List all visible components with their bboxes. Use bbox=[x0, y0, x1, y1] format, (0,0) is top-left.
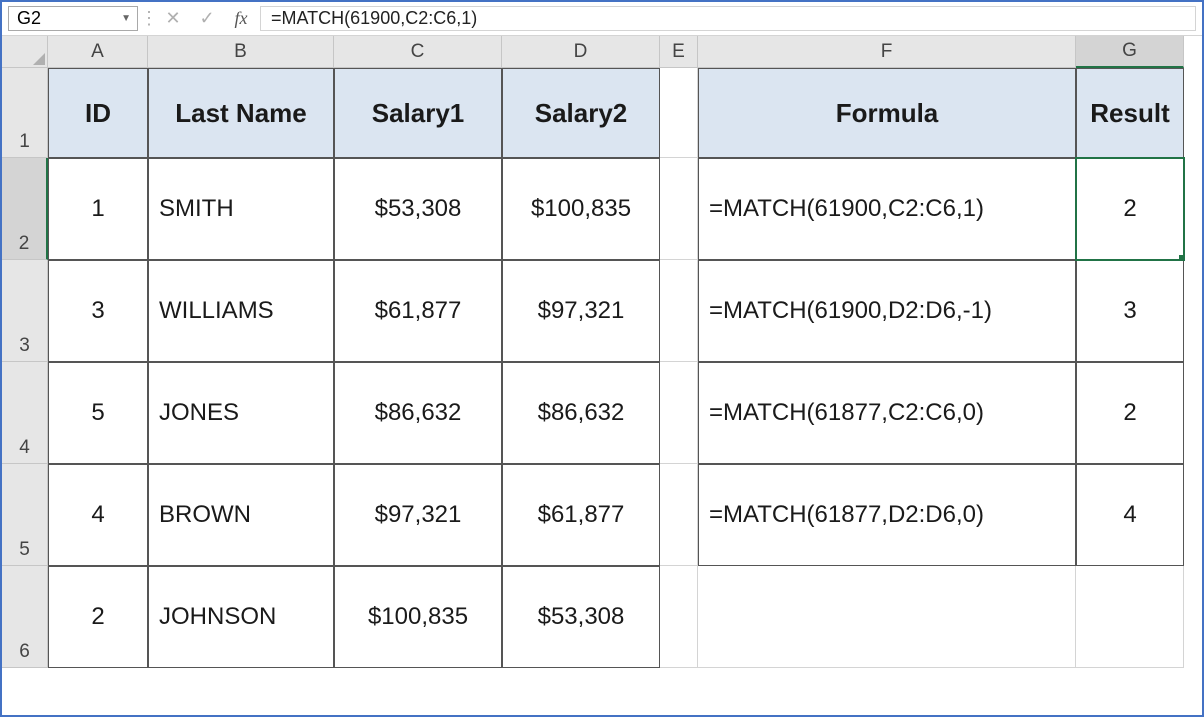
cell-E5[interactable] bbox=[660, 464, 698, 566]
cell-D1[interactable]: Salary2 bbox=[502, 68, 660, 158]
cancel-icon[interactable]: ✕ bbox=[156, 2, 190, 35]
cell-G1[interactable]: Result bbox=[1076, 68, 1184, 158]
cell-A6[interactable]: 2 bbox=[48, 566, 148, 668]
cell-D4[interactable]: $86,632 bbox=[502, 362, 660, 464]
col-header-G[interactable]: G bbox=[1076, 36, 1184, 68]
formula-bar: G2 ▼ ⋮ ✕ ✓ fx =MATCH(61900,C2:C6,1) bbox=[2, 2, 1202, 36]
cell-E6[interactable] bbox=[660, 566, 698, 668]
cell-B6[interactable]: JOHNSON bbox=[148, 566, 334, 668]
cell-D3[interactable]: $97,321 bbox=[502, 260, 660, 362]
cell-F3[interactable]: =MATCH(61900,D2:D6,-1) bbox=[698, 260, 1076, 362]
cell-C1[interactable]: Salary1 bbox=[334, 68, 502, 158]
cell-C3[interactable]: $61,877 bbox=[334, 260, 502, 362]
cell-B1[interactable]: Last Name bbox=[148, 68, 334, 158]
cell-E4[interactable] bbox=[660, 362, 698, 464]
col-header-E[interactable]: E bbox=[660, 36, 698, 68]
name-box-value: G2 bbox=[17, 8, 41, 29]
formula-text: =MATCH(61900,C2:C6,1) bbox=[271, 8, 477, 29]
cell-A1[interactable]: ID bbox=[48, 68, 148, 158]
cell-D2[interactable]: $100,835 bbox=[502, 158, 660, 260]
spreadsheet-grid: A B C D E F G 1 ID Last Name Salary1 Sal… bbox=[2, 36, 1202, 668]
formula-bar-separator: ⋮ bbox=[142, 2, 156, 35]
col-header-D[interactable]: D bbox=[502, 36, 660, 68]
formula-input[interactable]: =MATCH(61900,C2:C6,1) bbox=[260, 6, 1196, 31]
select-all-corner[interactable] bbox=[2, 36, 48, 68]
cell-B4[interactable]: JONES bbox=[148, 362, 334, 464]
cell-A3[interactable]: 3 bbox=[48, 260, 148, 362]
col-header-B[interactable]: B bbox=[148, 36, 334, 68]
cell-B3[interactable]: WILLIAMS bbox=[148, 260, 334, 362]
cell-F4[interactable]: =MATCH(61877,C2:C6,0) bbox=[698, 362, 1076, 464]
fx-icon[interactable]: fx bbox=[224, 2, 258, 35]
name-box-dropdown-icon[interactable]: ▼ bbox=[121, 13, 131, 24]
cell-F2[interactable]: =MATCH(61900,C2:C6,1) bbox=[698, 158, 1076, 260]
cell-G4[interactable]: 2 bbox=[1076, 362, 1184, 464]
cell-D6[interactable]: $53,308 bbox=[502, 566, 660, 668]
cell-B5[interactable]: BROWN bbox=[148, 464, 334, 566]
cell-C5[interactable]: $97,321 bbox=[334, 464, 502, 566]
cell-F6[interactable] bbox=[698, 566, 1076, 668]
name-box[interactable]: G2 ▼ bbox=[8, 6, 138, 31]
cell-D5[interactable]: $61,877 bbox=[502, 464, 660, 566]
cell-F5[interactable]: =MATCH(61877,D2:D6,0) bbox=[698, 464, 1076, 566]
cell-G2[interactable]: 2 bbox=[1076, 158, 1184, 260]
col-header-C[interactable]: C bbox=[334, 36, 502, 68]
cell-C6[interactable]: $100,835 bbox=[334, 566, 502, 668]
cell-E1[interactable] bbox=[660, 68, 698, 158]
row-header-2[interactable]: 2 bbox=[2, 158, 48, 260]
cell-A2[interactable]: 1 bbox=[48, 158, 148, 260]
cell-F1[interactable]: Formula bbox=[698, 68, 1076, 158]
row-header-5[interactable]: 5 bbox=[2, 464, 48, 566]
cell-E3[interactable] bbox=[660, 260, 698, 362]
row-header-6[interactable]: 6 bbox=[2, 566, 48, 668]
cell-E2[interactable] bbox=[660, 158, 698, 260]
cell-C4[interactable]: $86,632 bbox=[334, 362, 502, 464]
cell-A5[interactable]: 4 bbox=[48, 464, 148, 566]
cell-A4[interactable]: 5 bbox=[48, 362, 148, 464]
row-header-1[interactable]: 1 bbox=[2, 68, 48, 158]
row-header-3[interactable]: 3 bbox=[2, 260, 48, 362]
enter-icon[interactable]: ✓ bbox=[190, 2, 224, 35]
col-header-F[interactable]: F bbox=[698, 36, 1076, 68]
row-header-4[interactable]: 4 bbox=[2, 362, 48, 464]
cell-G5[interactable]: 4 bbox=[1076, 464, 1184, 566]
col-header-A[interactable]: A bbox=[48, 36, 148, 68]
cell-G3[interactable]: 3 bbox=[1076, 260, 1184, 362]
cell-C2[interactable]: $53,308 bbox=[334, 158, 502, 260]
cell-G6[interactable] bbox=[1076, 566, 1184, 668]
cell-B2[interactable]: SMITH bbox=[148, 158, 334, 260]
